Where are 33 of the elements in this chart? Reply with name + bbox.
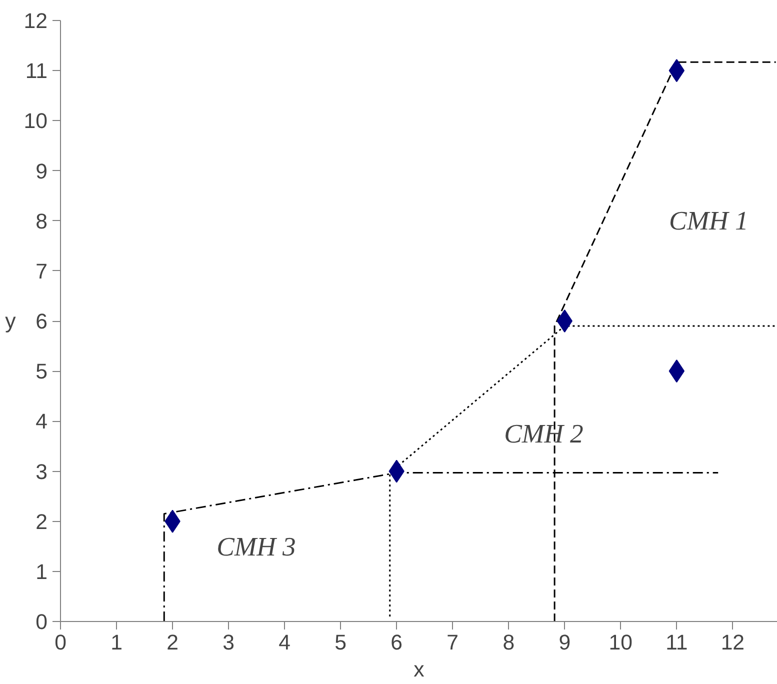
annotation: CMH 3: [216, 531, 296, 562]
x-tick-label: 9: [558, 630, 571, 654]
y-tick-label: 9: [36, 159, 48, 184]
y-tick-label: 2: [36, 510, 48, 534]
x-tick-label: 0: [54, 630, 67, 654]
x-tick-label: 8: [502, 630, 515, 654]
x-tick-label: 1: [110, 630, 122, 654]
x-tick-label: 11: [666, 630, 688, 654]
annotation: CMH 1: [669, 206, 748, 236]
point: [668, 360, 685, 383]
y-tick-label: 6: [36, 310, 48, 334]
point: [668, 59, 685, 82]
y-tick-label: 4: [36, 410, 48, 434]
x-axis-title: x: [414, 658, 425, 682]
y-tick-label: 0: [36, 610, 48, 634]
x-tick-label: 2: [166, 630, 178, 654]
annotation: CMH 2: [504, 418, 584, 449]
y-tick-label: 12: [24, 9, 48, 33]
x-tick-label: 7: [446, 630, 459, 654]
y-tick-label: 1: [36, 560, 48, 584]
x-tick-label: 4: [278, 630, 291, 654]
x-tick-label: 12: [720, 630, 745, 654]
y-tick-label: 5: [36, 360, 48, 384]
y-tick-label: 11: [25, 59, 48, 84]
y-axis-title: y: [5, 309, 16, 333]
x-tick-label: 6: [390, 630, 403, 654]
x-tick-label: 5: [334, 630, 347, 654]
y-tick-label: 7: [36, 259, 48, 284]
y-tick-label: 10: [24, 109, 48, 134]
x-tick-label: 10: [608, 630, 633, 654]
y-tick-label: 8: [36, 209, 48, 234]
y-tick-label: 3: [36, 460, 48, 484]
x-tick-label: 3: [222, 630, 234, 654]
